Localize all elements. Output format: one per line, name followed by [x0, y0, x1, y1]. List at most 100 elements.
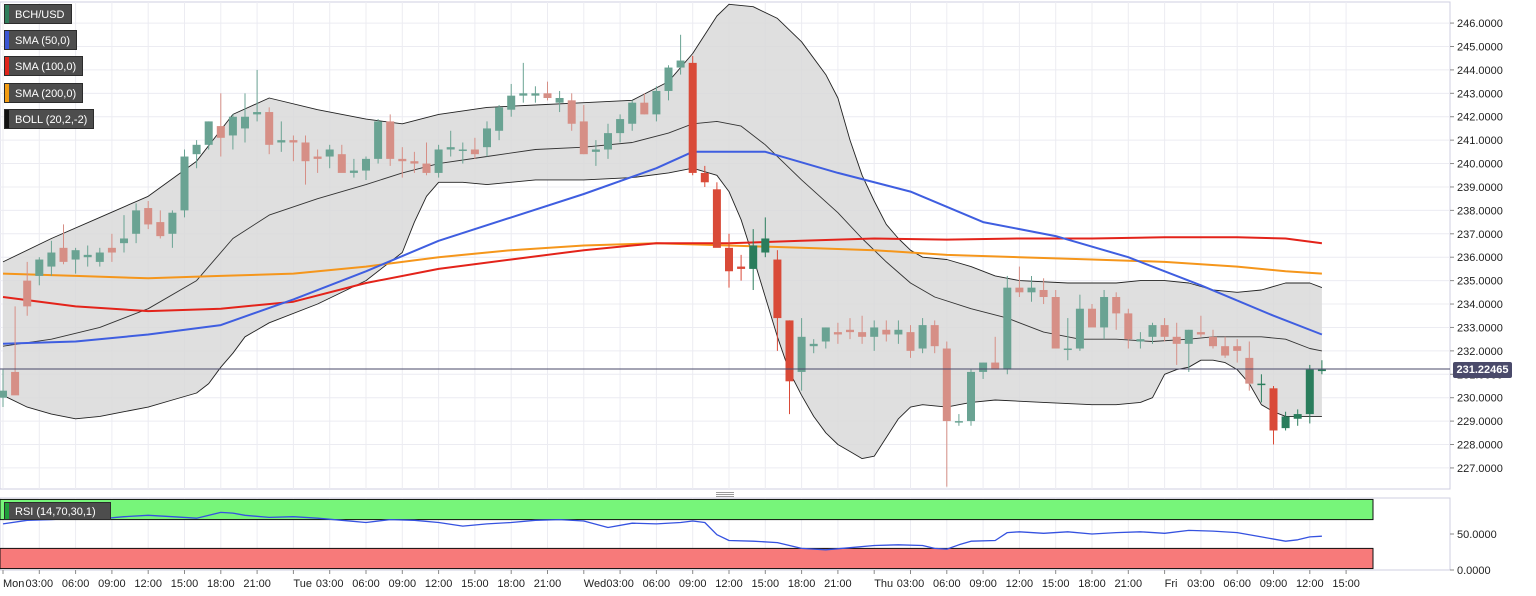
candle[interactable] — [1112, 292, 1121, 330]
candle[interactable] — [337, 144, 346, 173]
candle[interactable] — [1051, 289, 1060, 349]
candle[interactable] — [1281, 411, 1290, 431]
candle[interactable] — [458, 142, 467, 164]
candle[interactable] — [11, 306, 20, 396]
candle[interactable] — [616, 114, 625, 143]
candle[interactable] — [495, 105, 504, 141]
candle[interactable] — [1027, 275, 1036, 302]
candle[interactable] — [1172, 322, 1181, 365]
candle[interactable] — [1269, 385, 1278, 445]
candle[interactable] — [676, 34, 685, 75]
candle[interactable] — [95, 247, 104, 267]
candle[interactable] — [785, 320, 794, 415]
candle[interactable] — [192, 140, 201, 169]
candle[interactable] — [1233, 339, 1242, 363]
candle[interactable] — [846, 318, 854, 340]
candle[interactable] — [434, 144, 443, 178]
legend-sma-100[interactable]: SMA (100,0) — [4, 56, 84, 76]
candle[interactable] — [144, 201, 153, 230]
candle[interactable] — [410, 151, 419, 173]
candle[interactable] — [894, 320, 903, 344]
legend-bch-usd[interactable]: BCH/USD — [4, 4, 72, 24]
candle[interactable] — [519, 62, 528, 103]
candle[interactable] — [1075, 294, 1084, 351]
candle[interactable] — [821, 327, 830, 349]
candle[interactable] — [253, 69, 262, 122]
candle[interactable] — [1257, 374, 1266, 403]
candle[interactable] — [1293, 409, 1302, 426]
candle[interactable] — [180, 149, 189, 218]
candle[interactable] — [228, 114, 237, 150]
candle[interactable] — [942, 341, 951, 487]
candle[interactable] — [1039, 278, 1048, 305]
candle[interactable] — [797, 318, 806, 391]
candle[interactable] — [1221, 336, 1230, 358]
candle[interactable] — [930, 320, 939, 354]
candle[interactable] — [301, 135, 310, 185]
candle[interactable] — [216, 93, 225, 157]
candle[interactable] — [991, 336, 1000, 370]
candle[interactable] — [773, 250, 782, 351]
candle[interactable] — [700, 165, 709, 187]
candle[interactable] — [652, 86, 661, 122]
candle[interactable] — [688, 55, 697, 176]
legend-sma-50[interactable]: SMA (50,0) — [4, 30, 78, 50]
candle[interactable] — [1124, 308, 1133, 349]
candle[interactable] — [555, 90, 564, 113]
candle[interactable] — [640, 93, 649, 115]
candle[interactable] — [1100, 289, 1109, 340]
candle[interactable] — [628, 100, 637, 131]
candle[interactable] — [712, 182, 721, 248]
candle[interactable] — [386, 114, 395, 166]
candle[interactable] — [543, 81, 552, 101]
legend-sma-200[interactable]: SMA (200,0) — [4, 83, 84, 103]
candle[interactable] — [906, 325, 915, 358]
candle[interactable] — [71, 247, 80, 274]
candle[interactable] — [289, 135, 298, 162]
candle[interactable] — [664, 65, 673, 101]
candle[interactable] — [1148, 322, 1157, 344]
candle[interactable] — [567, 93, 576, 131]
candle[interactable] — [59, 224, 68, 265]
candle[interactable] — [833, 322, 842, 344]
candle[interactable] — [954, 414, 963, 426]
candle[interactable] — [1136, 332, 1145, 349]
candle[interactable] — [313, 149, 322, 173]
candle[interactable] — [325, 144, 334, 169]
candle[interactable] — [446, 130, 455, 157]
candle[interactable] — [204, 121, 213, 150]
candle[interactable] — [1015, 266, 1024, 298]
candle[interactable] — [507, 83, 516, 117]
candle[interactable] — [349, 158, 358, 178]
candle[interactable] — [374, 119, 383, 164]
candle[interactable] — [265, 107, 274, 155]
candle[interactable] — [1317, 360, 1326, 375]
candle[interactable] — [168, 210, 177, 248]
candle[interactable] — [604, 123, 612, 159]
candle[interactable] — [0, 369, 7, 408]
candle[interactable] — [398, 147, 407, 178]
legend-rsi[interactable]: RSI (14,70,30,1) — [4, 502, 111, 520]
candle[interactable] — [1209, 329, 1217, 349]
candle[interactable] — [725, 233, 733, 288]
candle[interactable] — [1196, 315, 1205, 337]
candle[interactable] — [23, 261, 32, 316]
candle[interactable] — [83, 245, 92, 267]
candle[interactable] — [870, 320, 879, 351]
candle[interactable] — [241, 93, 249, 143]
candle[interactable] — [1003, 275, 1012, 375]
candle[interactable] — [761, 217, 770, 258]
candle[interactable] — [47, 240, 56, 276]
candle[interactable] — [749, 229, 758, 290]
candle[interactable] — [277, 121, 286, 152]
candle[interactable] — [1305, 364, 1314, 424]
candle[interactable] — [35, 257, 44, 286]
candle[interactable] — [737, 254, 746, 281]
candle[interactable] — [362, 156, 370, 180]
candle[interactable] — [132, 203, 141, 244]
candle[interactable] — [809, 339, 818, 354]
candle[interactable] — [579, 105, 588, 155]
candle[interactable] — [1063, 318, 1072, 361]
candle[interactable] — [1088, 304, 1096, 328]
